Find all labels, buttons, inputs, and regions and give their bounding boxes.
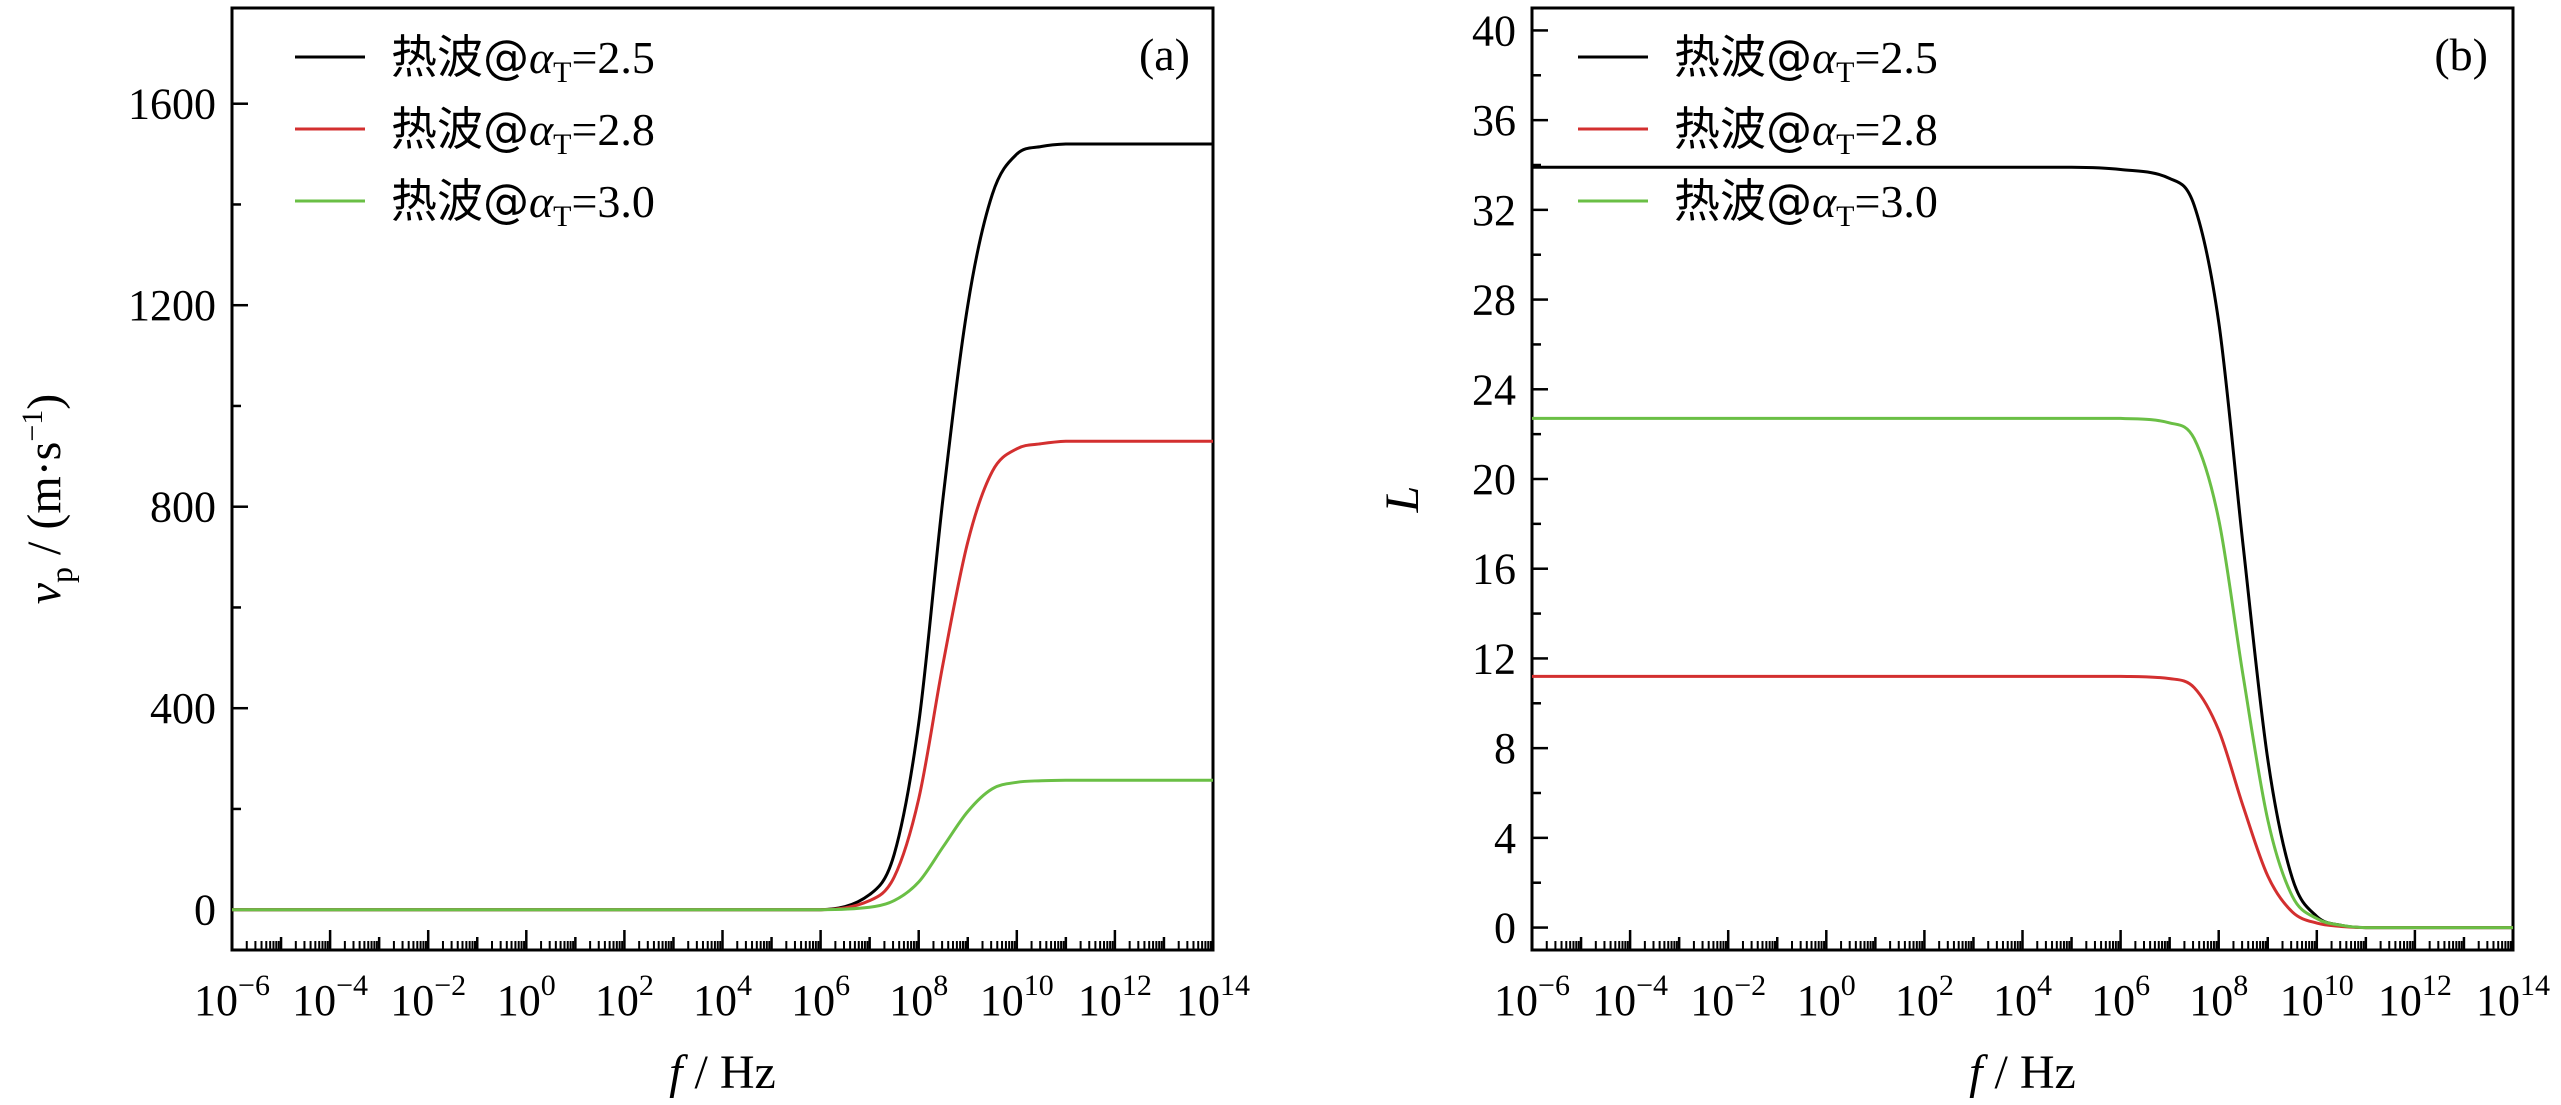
x-tick-label: 104 (1993, 969, 2052, 1025)
chart-panel-a: 0 400 800 1200 1600 10−6 10−4 10−2 100 102 104 106 1… (16, 6, 1250, 1099)
panel-label: (a) (1139, 29, 1190, 80)
y-tick-label: 0 (1494, 904, 1516, 953)
y-tick-label: 32 (1472, 186, 1516, 235)
series-line-3.0 (1532, 416, 2513, 930)
x-tick-label: 1010 (2280, 969, 2354, 1025)
series-line-2.8 (1532, 674, 2513, 930)
series-line-2.8 (232, 439, 1213, 912)
x-tick-label: 10−6 (1494, 969, 1570, 1025)
x-tick-label: 10−2 (1690, 969, 1766, 1025)
y-tick-label: 28 (1472, 276, 1516, 325)
x-tick-label: 10−4 (292, 969, 368, 1025)
y-tick-label: 1200 (128, 281, 216, 330)
x-tick-label: 1012 (1078, 969, 1152, 1025)
x-tick-label: 10−6 (194, 969, 270, 1025)
x-tick-label: 10−2 (390, 969, 466, 1025)
y-tick-label: 24 (1472, 365, 1516, 414)
series-line-2.5 (1532, 165, 2513, 930)
y-tick-label: 20 (1472, 455, 1516, 504)
x-tick-label: 102 (1895, 969, 1954, 1025)
x-tick-label: 108 (889, 969, 948, 1025)
x-tick-label: 1014 (2476, 969, 2550, 1025)
x-axis-label: f / Hz (1969, 1046, 2076, 1099)
legend-label: 热波@αT=2.8 (1674, 102, 1938, 161)
plot-frame (230, 6, 1215, 952)
x-tick-label: 1014 (1176, 969, 1250, 1025)
series-line-2.5 (232, 142, 1213, 912)
x-tick-label: 106 (791, 969, 850, 1025)
panel-label: (b) (2434, 29, 2488, 80)
y-tick-label: 1600 (128, 80, 216, 129)
x-axis-label: f / Hz (669, 1046, 776, 1099)
x-tick-label: 1012 (2378, 969, 2452, 1025)
x-tick-label: 106 (2091, 969, 2150, 1025)
x-tick-label: 100 (1797, 969, 1856, 1025)
x-tick-label: 100 (497, 969, 556, 1025)
legend-label: 热波@αT=2.8 (391, 102, 655, 161)
y-tick-label: 4 (1494, 814, 1516, 863)
legend-label: 热波@αT=3.0 (1674, 174, 1938, 233)
y-axis-label: L (1376, 486, 1429, 514)
y-tick-label: 16 (1472, 545, 1516, 594)
chart-panel-b: 0 4 8 12 16 20 24 28 32 36 40 10−6 10−4 10−2 100 102 104… (1376, 6, 2550, 1099)
y-tick-label: 400 (150, 684, 216, 733)
legend-label: 热波@αT=3.0 (391, 174, 655, 233)
legend-label: 热波@αT=2.5 (391, 30, 655, 89)
x-tick-label: 10−4 (1592, 969, 1668, 1025)
legend-label: 热波@αT=2.5 (1674, 30, 1938, 89)
y-tick-label: 12 (1472, 634, 1516, 683)
y-tick-label: 40 (1472, 6, 1516, 55)
x-tick-label: 1010 (980, 969, 1054, 1025)
x-tick-label: 104 (693, 969, 752, 1025)
x-tick-label: 102 (595, 969, 654, 1025)
y-tick-label: 800 (150, 483, 216, 532)
y-axis-label: vp / (m·s−1) (16, 394, 79, 605)
y-tick-label: 36 (1472, 96, 1516, 145)
series-line-3.0 (232, 778, 1213, 912)
x-tick-label: 108 (2189, 969, 2248, 1025)
y-tick-label: 0 (194, 886, 216, 935)
y-tick-label: 8 (1494, 724, 1516, 773)
